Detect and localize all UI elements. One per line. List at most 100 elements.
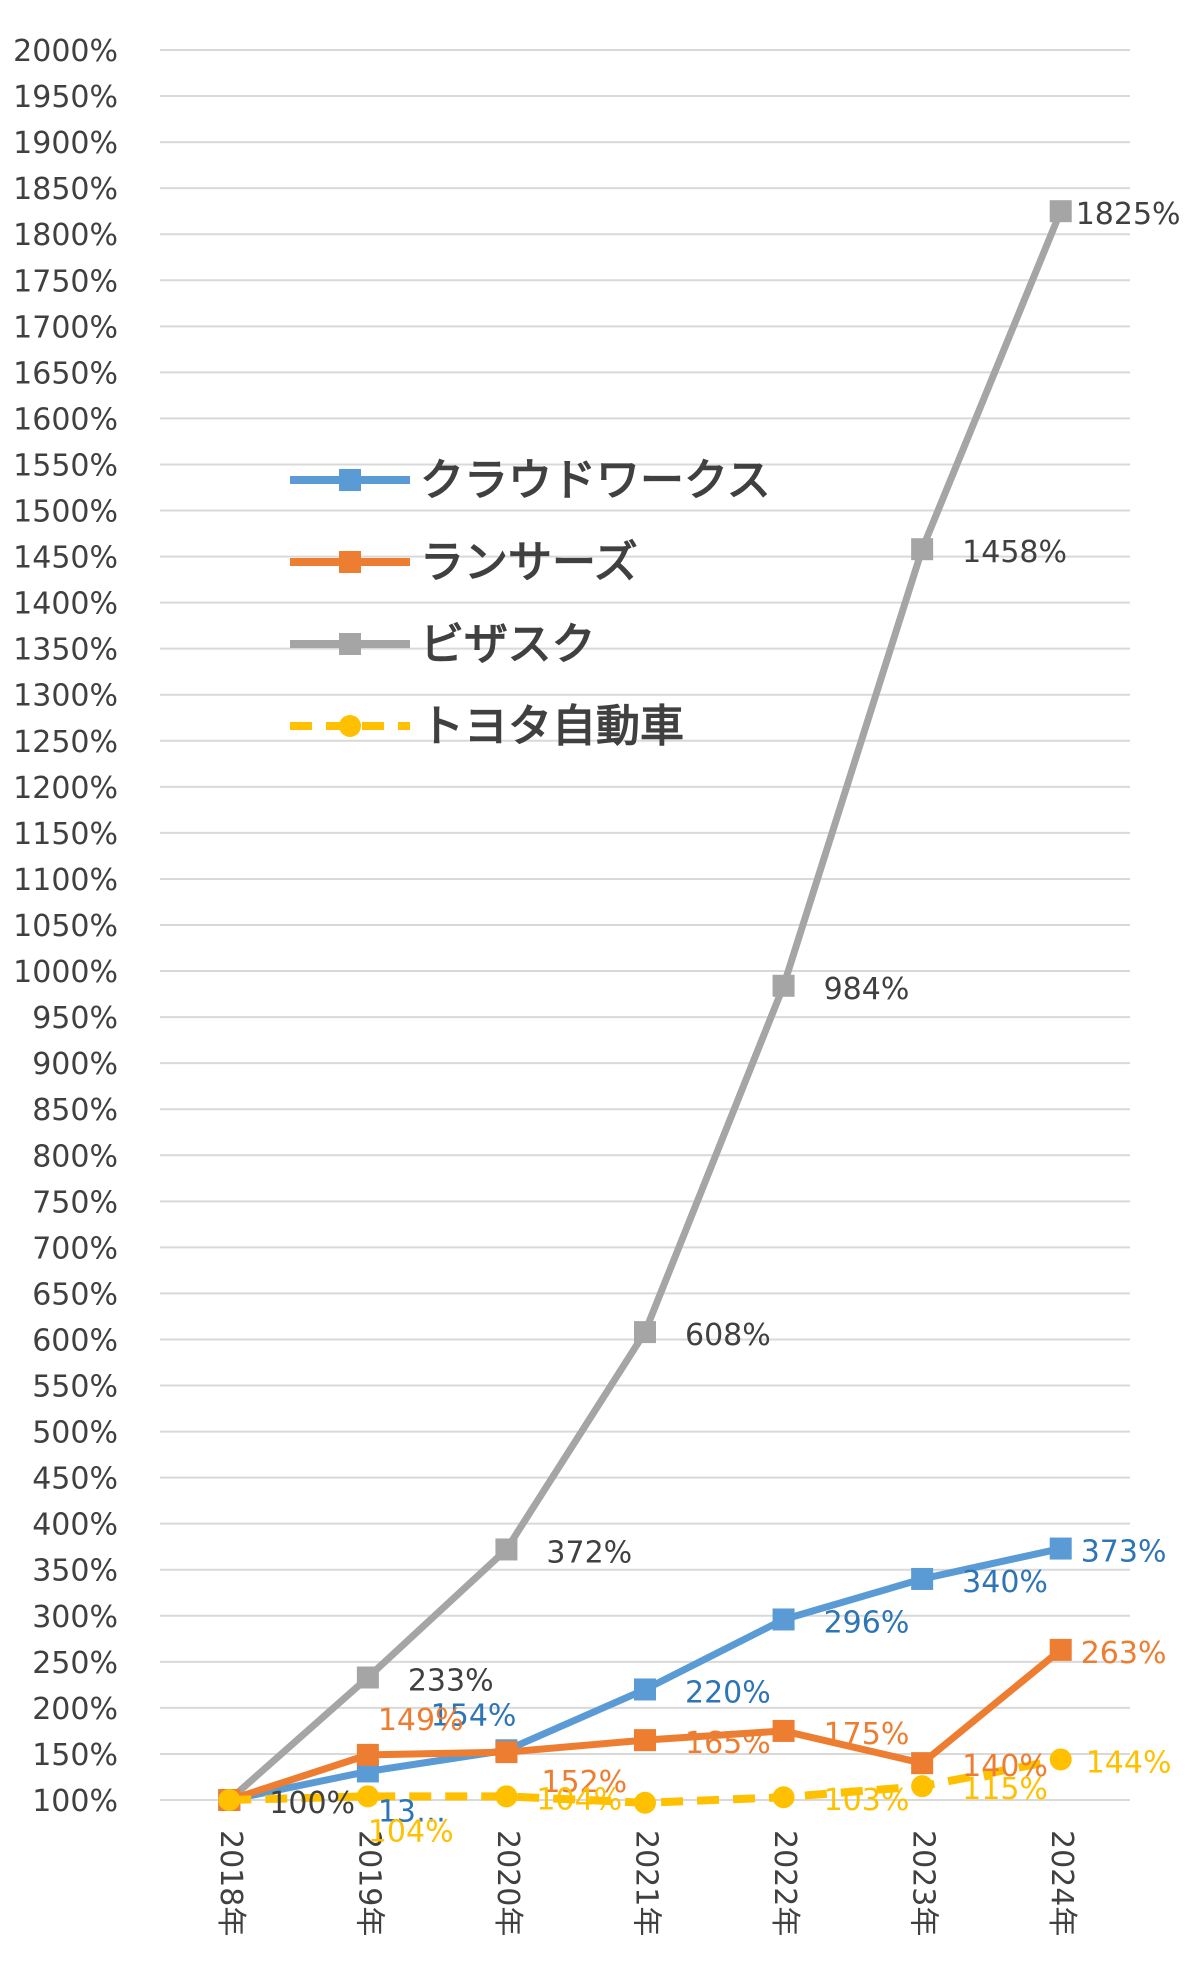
series-2-data-label: 100% (269, 1786, 355, 1821)
legend-item-0-marker (339, 469, 361, 491)
series-3-point (911, 1775, 934, 1798)
series-3-point (218, 1789, 241, 1811)
legend-item-3: トヨタ自動車 (290, 701, 684, 752)
series-0-data-label: 220% (685, 1675, 771, 1710)
legend-item-1-marker (339, 551, 361, 573)
series-0-point (772, 1608, 795, 1631)
series-3-data-label: 104% (536, 1782, 622, 1817)
series-2-point (495, 1538, 518, 1561)
y-tick-label: 1800% (13, 218, 118, 253)
series-1-point (495, 1741, 518, 1764)
series-3-data-label: 115% (962, 1772, 1048, 1807)
x-axis: 2018年 2019年 2020年 2021年 2022年 2023年 2024年 (213, 1830, 1079, 1936)
legend-item-2-marker (339, 633, 361, 655)
series-2-data-label: 984% (824, 972, 910, 1007)
series-layer (218, 200, 1072, 1814)
series-2-data-label: 372% (546, 1535, 632, 1570)
y-tick-label: 800% (32, 1139, 118, 1174)
y-tick-label: 900% (32, 1047, 118, 1082)
y-tick-label: 550% (32, 1370, 118, 1405)
legend-item-2: ビザスク (290, 619, 596, 670)
series-1-point (356, 1743, 379, 1766)
series-2-point (356, 1666, 379, 1689)
series-3-point (1049, 1748, 1072, 1771)
legend-item-3-label: トヨタ自動車 (420, 701, 684, 752)
x-tick-label: 2019年 (351, 1830, 386, 1936)
y-tick-label: 1650% (13, 356, 118, 391)
series-3-data-label: 103% (824, 1783, 910, 1818)
series-3-data-label: 104% (368, 1814, 454, 1849)
y-tick-label: 300% (32, 1600, 118, 1635)
y-tick-label: 1400% (13, 587, 118, 622)
series-0-data-label: 13… (378, 1794, 446, 1829)
series-2-line (226, 209, 1064, 1803)
series-0-point (911, 1567, 934, 1590)
series-0-point (356, 1760, 379, 1783)
y-tick-label: 400% (32, 1508, 118, 1543)
series-0-point (1049, 1537, 1072, 1560)
y-tick-label: 1500% (13, 495, 118, 530)
series-3-point (634, 1791, 656, 1814)
data-labels-layer: 100% 233% 372% 608% 984% 1458% 1825% 13… 154% 220… (269, 197, 1180, 1849)
legend-item-3-marker (339, 715, 361, 737)
series-1-point (911, 1752, 934, 1775)
y-tick-label: 1050% (13, 909, 118, 944)
y-tick-label: 200% (32, 1692, 118, 1727)
series-0-data-label: 373% (1081, 1535, 1167, 1570)
series-1-data-label: 140% (962, 1749, 1048, 1784)
series-1-point (772, 1719, 795, 1742)
series-3-data-label: 144% (1086, 1745, 1172, 1780)
y-tick-label: 1200% (13, 771, 118, 806)
y-tick-label: 700% (32, 1231, 118, 1266)
y-tick-label: 1100% (13, 863, 118, 898)
y-tick-label: 1150% (13, 817, 118, 852)
y-tick-label: 100% (32, 1784, 118, 1819)
y-tick-label: 850% (32, 1093, 118, 1128)
y-tick-label: 250% (32, 1646, 118, 1681)
y-tick-label: 350% (32, 1554, 118, 1589)
series-2-data-label: 1825% (1076, 197, 1181, 232)
y-axis: 100% 150% 200% 250% 300% 350% 400% 450% 500% 550%… (13, 34, 118, 1819)
y-tick-label: 500% (32, 1416, 118, 1451)
y-tick-label: 1000% (13, 955, 118, 990)
series-1-point (1049, 1638, 1072, 1661)
x-tick-label: 2023年 (906, 1830, 941, 1936)
legend-item-0: クラウドワークス (290, 455, 771, 506)
legend-item-0-label: クラウドワークス (420, 455, 771, 506)
series-0-point (634, 1678, 656, 1701)
gridlines (160, 49, 1130, 1801)
series-3-point (495, 1785, 518, 1808)
legend-item-1-label: ランサーズ (420, 537, 638, 588)
y-tick-label: 2000% (13, 34, 118, 69)
y-tick-label: 1900% (13, 126, 118, 161)
series-2-point (1049, 200, 1072, 223)
y-tick-label: 1350% (13, 633, 118, 668)
y-tick-label: 950% (32, 1001, 118, 1036)
series-1-data-label: 149% (378, 1703, 464, 1738)
x-tick-label: 2021年 (629, 1830, 664, 1936)
series-2-point (772, 974, 795, 997)
y-tick-label: 1250% (13, 725, 118, 760)
series-2-point (634, 1321, 656, 1344)
y-tick-label: 1850% (13, 172, 118, 207)
series-2-data-label: 233% (408, 1664, 494, 1699)
series-1-data-label: 165% (685, 1726, 771, 1761)
y-tick-label: 600% (32, 1323, 118, 1358)
series-0-data-label: 340% (962, 1565, 1048, 1600)
y-tick-label: 1600% (13, 402, 118, 437)
y-tick-label: 750% (32, 1185, 118, 1220)
series-0-data-label: 296% (824, 1605, 910, 1640)
series-2-data-label: 608% (685, 1318, 771, 1353)
series-3-point (772, 1786, 795, 1809)
x-tick-label: 2020年 (490, 1830, 525, 1936)
legend-item-1: ランサーズ (290, 537, 638, 588)
y-tick-label: 150% (32, 1738, 118, 1773)
y-tick-label: 1700% (13, 310, 118, 345)
series-2-point (911, 538, 934, 561)
x-tick-label: 2022年 (767, 1830, 802, 1936)
y-tick-label: 650% (32, 1277, 118, 1312)
x-tick-label: 2018年 (213, 1830, 248, 1936)
series-1-data-label: 175% (824, 1717, 910, 1752)
